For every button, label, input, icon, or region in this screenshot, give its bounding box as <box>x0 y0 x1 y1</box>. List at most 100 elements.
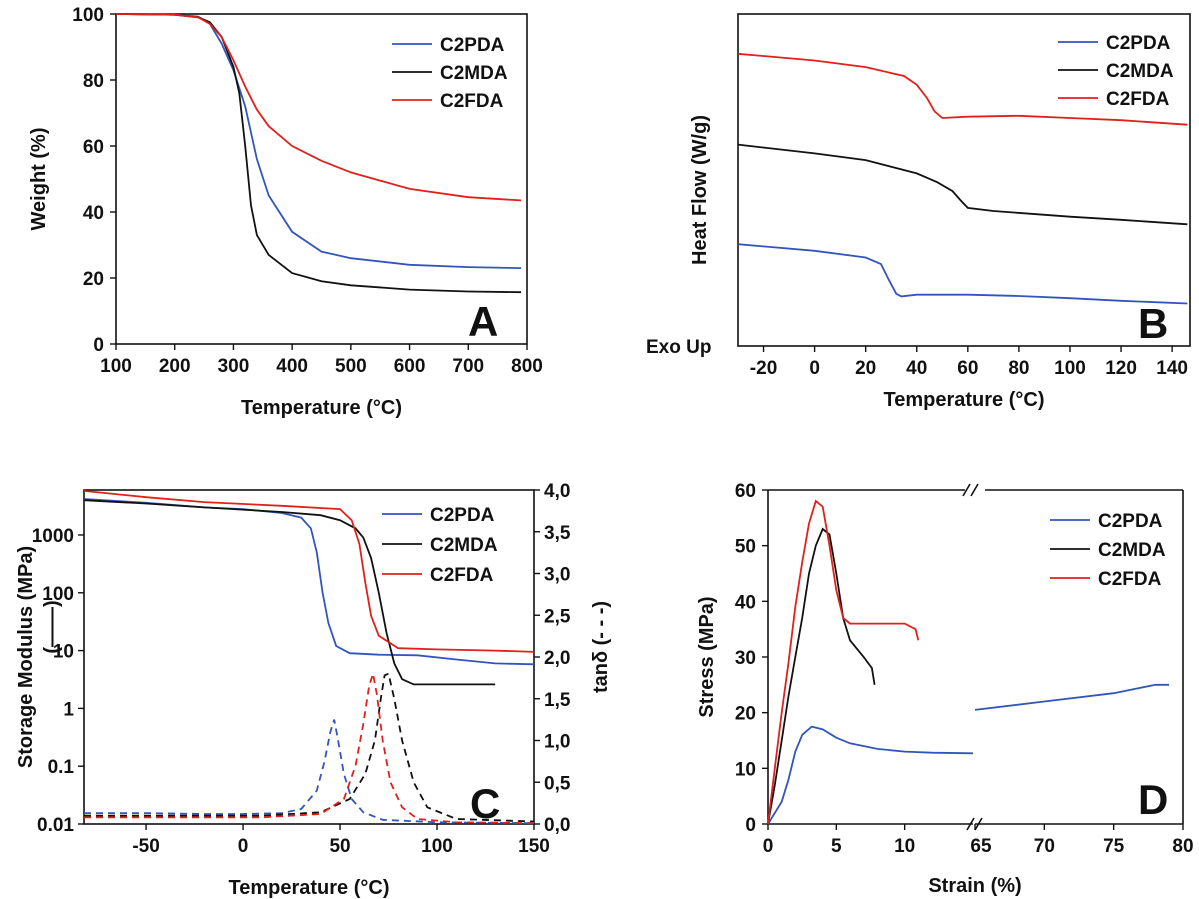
panel-c-x-tick-label: -50 <box>132 836 159 857</box>
panel-a-x-tick-label: 500 <box>335 356 367 377</box>
panel-d-x-tick-label: 80 <box>1172 836 1193 857</box>
panel-b-y-axis-label: Heat Flow (W/g) <box>689 115 711 265</box>
panel-c-legend-label-c2fda: C2FDA <box>430 565 494 586</box>
panel-a-series-line-c2mda <box>115 13 522 294</box>
panel-d-y-axis-label: Stress (MPa) <box>696 596 718 717</box>
panel-c-y2-tick-label: 3,0 <box>544 565 570 586</box>
panel-d-y-tick-label: 20 <box>735 704 756 725</box>
panel-c-letter: C <box>470 780 500 827</box>
panel-d-series-line-c2mda <box>767 527 876 825</box>
panel-a-plot-frame <box>115 13 528 345</box>
panel-d-series-line-c2fda <box>767 499 920 825</box>
panel-d-legend-label-c2fda: C2FDA <box>1098 569 1162 590</box>
panel-d-x-tick-label: 10 <box>894 836 915 857</box>
panel-c-y-axis-line-style-label: (——) <box>41 600 63 653</box>
panel-b-x-tick-label: 20 <box>855 358 876 379</box>
panel-b-x-tick-label: 140 <box>1156 358 1188 379</box>
panel-d-x-axis-label: Strain (%) <box>928 875 1021 897</box>
panel-d-y-tick-label: 60 <box>735 481 756 502</box>
panel-a-y-tick-label: 80 <box>83 71 104 92</box>
panel-b-series-line-c2fda <box>737 52 1188 126</box>
panel-d-series-line-c2pda-after-break <box>974 683 1170 711</box>
panel-b-letter: B <box>1138 300 1168 347</box>
panel-a-x-axis-label: Temperature (°C) <box>241 397 402 419</box>
panel-c-y-tick-label: 0.1 <box>48 757 75 778</box>
panel-a-x-tick-label: 200 <box>159 356 191 377</box>
panel-c-y2-tick-label: 0,0 <box>544 815 570 836</box>
panel-a-x-tick-label: 400 <box>276 356 308 377</box>
panel-b-legend-label-c2fda: C2FDA <box>1106 89 1170 110</box>
panel-b-x-tick-label: 120 <box>1105 358 1137 379</box>
panel-a-legend-label-c2mda: C2MDA <box>440 63 508 84</box>
panel-a-series-line-c2fda <box>115 13 522 202</box>
panel-c-y2-tick-label: 3,5 <box>544 523 571 544</box>
panel-a-y-axis-label: Weight (%) <box>28 128 50 231</box>
panel-b-x-tick-label: 60 <box>957 358 978 379</box>
panel-b-dsc-chart: -20 0 20 40 60 80 100 120 140 Temperature (°C) Hea… <box>646 13 1191 411</box>
panel-c-storage-modulus-line-c2mda <box>83 499 496 686</box>
panel-c-y-tick-label: 1000 <box>32 526 74 547</box>
panel-d-legend-label-c2mda: C2MDA <box>1098 540 1166 561</box>
panel-d-axis-break-mark-top <box>962 483 979 497</box>
panel-c-y-axis-label: Storage Modulus (MPa) <box>15 546 37 768</box>
panel-c-dma-chart: -50 0 50 100 150 0.01 0.1 1 10 100 1000 0,0 0,5 1,0 1,… <box>15 481 612 899</box>
panel-d-x-tick-label: 75 <box>1103 836 1125 857</box>
panel-d-y-tick-label: 50 <box>735 537 756 558</box>
panel-c-y-tick-label: 10 <box>53 642 74 663</box>
panel-d-y-tick-label: 10 <box>735 759 756 780</box>
panel-c-x-tick-label: 50 <box>329 836 350 857</box>
panel-a-tga-chart: 100 200 300 400 500 600 700 800 0 20 40 60 80 100 Temp… <box>28 5 543 419</box>
panel-a-x-tick-label: 800 <box>511 356 543 377</box>
panel-d-letter: D <box>1138 776 1168 823</box>
panel-d-x-tick-label: 0 <box>763 836 774 857</box>
panel-b-plot-frame <box>737 13 1191 347</box>
panel-c-tan-delta-line-c2mda <box>84 672 535 823</box>
panel-a-letter: A <box>468 298 498 345</box>
panel-c-y-tick-label: 1 <box>63 699 74 720</box>
panel-b-x-tick-label: 0 <box>809 358 820 379</box>
panel-b-legend-label-c2mda: C2MDA <box>1106 61 1174 82</box>
panel-c-storage-modulus-line-c2fda <box>83 490 535 653</box>
panel-b-x-tick-label: 80 <box>1008 358 1029 379</box>
panel-a-x-tick-label: 300 <box>218 356 250 377</box>
panel-c-legend-label-c2pda: C2PDA <box>430 505 495 526</box>
panel-d-x-tick-label: 5 <box>831 836 842 857</box>
panel-b-x-tick-label: 100 <box>1054 358 1086 379</box>
panel-d-legend-label-c2pda: C2PDA <box>1098 511 1163 532</box>
panel-a-y-tick-label: 60 <box>83 137 104 158</box>
panel-d-y-tick-label: 40 <box>735 592 756 613</box>
panel-d-axis-break-mark-bottom <box>966 817 983 831</box>
panel-c-x-tick-label: 100 <box>421 836 453 857</box>
panel-d-x-tick-label: 70 <box>1034 836 1055 857</box>
panel-b-x-tick-label: 40 <box>906 358 927 379</box>
panel-c-y2-tick-label: 2,5 <box>544 606 571 627</box>
panel-b-exo-up-label: Exo Up <box>646 337 711 358</box>
panel-c-tan-delta-line-c2pda <box>84 719 535 825</box>
panel-c-y-tick-label: 0.01 <box>37 815 74 836</box>
panel-a-x-tick-label: 600 <box>394 356 426 377</box>
panel-c-x-axis-label: Temperature (°C) <box>229 877 390 899</box>
panel-a-legend-label-c2pda: C2PDA <box>440 35 505 56</box>
panel-c-y-tick-label: 100 <box>42 584 74 605</box>
panel-a-y-tick-label: 20 <box>83 269 104 290</box>
panel-d-y-tick-label: 0 <box>745 815 756 836</box>
panel-c-legend-label-c2mda: C2MDA <box>430 535 498 556</box>
panel-c-y2-tick-label: 1,5 <box>544 690 571 711</box>
panel-a-y-tick-label: 100 <box>72 5 104 26</box>
panel-a-x-tick-label: 100 <box>100 356 132 377</box>
panel-a-legend-label-c2fda: C2FDA <box>440 91 504 112</box>
panel-c-x-tick-label: 150 <box>518 836 550 857</box>
panel-c-y2-tick-label: 0,5 <box>544 773 571 794</box>
panel-c-y2-tick-label: 2,0 <box>544 648 570 669</box>
panel-c-y2-tick-label: 4,0 <box>544 481 570 502</box>
panel-b-series-line-c2pda <box>737 243 1188 305</box>
panel-a-y-tick-label: 40 <box>83 203 104 224</box>
panel-d-y-tick-label: 30 <box>735 648 756 669</box>
panel-b-legend-label-c2pda: C2PDA <box>1106 33 1171 54</box>
panel-a-x-tick-label: 700 <box>452 356 484 377</box>
panel-d-x-tick-label: 65 <box>970 836 992 857</box>
panel-c-x-tick-label: 0 <box>238 836 249 857</box>
panel-b-series-line-c2mda <box>737 143 1188 226</box>
panel-b-x-axis-label: Temperature (°C) <box>884 389 1045 411</box>
